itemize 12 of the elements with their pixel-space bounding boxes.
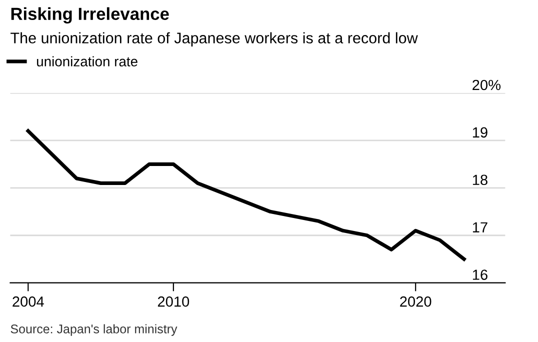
chart-title: Risking Irrelevance (11, 7, 169, 24)
x-tick-label: 2020 (400, 296, 432, 307)
y-tick-label: 16 (472, 270, 488, 280)
y-tick-label: 19 (472, 127, 488, 138)
legend-label: unionization rate (37, 56, 138, 66)
y-tick-label: 18 (472, 174, 488, 186)
source-note: Source: Japan's labor ministry (10, 324, 178, 336)
y-tick-label: 17 (472, 222, 488, 232)
x-tick-label: 2004 (12, 296, 44, 307)
chart-subtitle: The unionization rate of Japanese workers is at a record low (10, 32, 418, 46)
x-tick-label: 2010 (158, 296, 190, 307)
y-tick-label: 20% (472, 80, 501, 90)
